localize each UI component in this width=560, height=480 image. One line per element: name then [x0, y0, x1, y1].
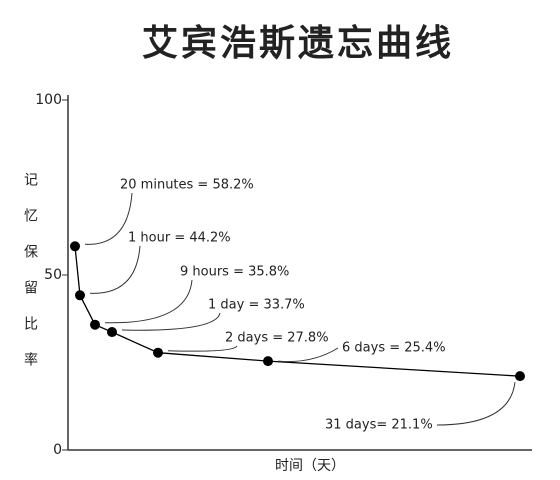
data-label: 20 minutes = 58.2% — [120, 178, 254, 193]
point — [107, 327, 117, 338]
annotation-arrow — [277, 347, 339, 363]
data-label: 1 hour = 44.2% — [128, 231, 231, 246]
point — [75, 290, 85, 301]
data-label: 1 day = 33.7% — [208, 298, 305, 313]
x-axis-label: 时间（天） — [275, 458, 345, 474]
data-label: 9 hours = 35.8% — [180, 265, 289, 280]
annotation-arrow — [436, 382, 516, 426]
y-tick-label: 50 — [44, 267, 62, 283]
annotation-arrow — [167, 345, 238, 352]
y-tick-label: 0 — [53, 442, 62, 458]
point — [263, 356, 273, 367]
point — [90, 319, 100, 330]
data-label: 31 days= 21.1% — [325, 418, 433, 433]
annotation-arrow — [84, 192, 133, 245]
annotation-arrow — [89, 245, 141, 294]
annotation-arrow — [104, 279, 193, 324]
y-axis-label: 记忆保留比率 — [22, 172, 38, 388]
y-tick-label: 100 — [35, 92, 62, 108]
chart-title: 艾宾浩斯遗忘曲线 — [142, 22, 454, 64]
data-label: 2 days = 27.8% — [225, 331, 329, 346]
annotation-arrow — [121, 312, 221, 331]
point — [515, 371, 525, 382]
point — [70, 241, 80, 252]
point — [153, 347, 163, 358]
data-label: 6 days = 25.4% — [342, 341, 446, 356]
